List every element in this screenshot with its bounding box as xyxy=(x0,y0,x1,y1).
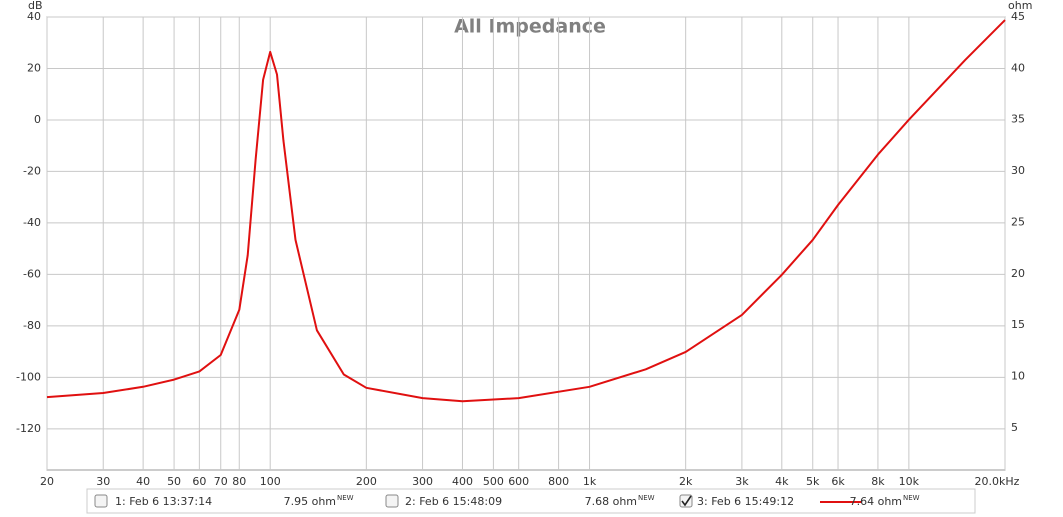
checkmark xyxy=(681,495,692,507)
chart-title: All Impedance xyxy=(454,16,606,38)
y-tick-label: 40 xyxy=(27,10,41,23)
legend-badge: NEW xyxy=(903,494,920,502)
x-tick-label: 100 xyxy=(260,475,281,488)
y-tick-label: -80 xyxy=(23,319,41,332)
x-tick-label: 1k xyxy=(583,475,597,488)
x-tick-label: 50 xyxy=(167,475,181,488)
legend-checkbox[interactable] xyxy=(94,494,108,508)
x-tick-label: 300 xyxy=(412,475,433,488)
x-tick-label: 6k xyxy=(831,475,845,488)
x-tick-label: 20.0kHz xyxy=(975,475,1020,488)
x-tick-label: 2k xyxy=(679,475,693,488)
legend-badge: NEW xyxy=(638,494,655,502)
y-tick-label: -40 xyxy=(23,216,41,229)
legend-checkbox[interactable] xyxy=(385,494,399,508)
x-tick-label: 500 xyxy=(483,475,504,488)
y-tick-label: -60 xyxy=(23,267,41,280)
legend-reading: 7.64 ohm xyxy=(850,495,902,508)
legend-reading: 7.95 ohm xyxy=(284,495,336,508)
x-tick-label: 20 xyxy=(40,475,54,488)
x-tick-label: 800 xyxy=(548,475,569,488)
x-tick-label: 70 xyxy=(214,475,228,488)
x-tick-label: 40 xyxy=(136,475,150,488)
y-tick-label: 20 xyxy=(27,61,41,74)
y2-tick-label: 25 xyxy=(1011,215,1025,228)
legend-entry[interactable]: 3: Feb 6 15:49:12 7.64 ohm NEW xyxy=(679,494,920,508)
x-tick-label: 80 xyxy=(232,475,246,488)
y2-tick-label: 45 xyxy=(1011,10,1025,23)
y-tick-label: -120 xyxy=(16,422,41,435)
y-tick-label: -20 xyxy=(23,164,41,177)
y-tick-label: 0 xyxy=(34,113,41,126)
x-tick-label: 10k xyxy=(899,475,920,488)
x-tick-label: 400 xyxy=(452,475,473,488)
y2-tick-label: 30 xyxy=(1011,164,1025,177)
impedance-line xyxy=(46,19,1006,403)
y2-tick-label: 5 xyxy=(1011,421,1018,434)
legend-label: 3: Feb 6 15:49:12 xyxy=(697,495,794,508)
x-tick-label: 200 xyxy=(356,475,377,488)
y2-tick-label: 40 xyxy=(1011,61,1025,74)
legend-reading: 7.68 ohm xyxy=(585,495,637,508)
legend-label: 2: Feb 6 15:48:09 xyxy=(405,495,502,508)
y2-tick-label: 10 xyxy=(1011,370,1025,383)
x-tick-label: 30 xyxy=(96,475,110,488)
x-tick-label: 3k xyxy=(735,475,749,488)
x-tick-label: 8k xyxy=(871,475,885,488)
y-unit: dB xyxy=(28,0,43,12)
x-tick-label: 5k xyxy=(806,475,820,488)
y2-tick-label: 15 xyxy=(1011,318,1025,331)
y2-tick-label: 35 xyxy=(1011,113,1025,126)
legend-badge: NEW xyxy=(337,494,354,502)
legend-entry[interactable]: 2: Feb 6 15:48:09 7.68 ohm NEW xyxy=(385,494,655,508)
plot-area xyxy=(46,16,1006,471)
x-tick-label: 600 xyxy=(508,475,529,488)
y-tick-label: -100 xyxy=(16,370,41,383)
legend-label: 1: Feb 6 13:37:14 xyxy=(115,495,212,508)
legend-entry[interactable]: 1: Feb 6 13:37:14 7.95 ohm NEW xyxy=(94,494,354,508)
y2-tick-label: 20 xyxy=(1011,267,1025,280)
y2-unit: ohm xyxy=(1008,0,1032,12)
x-tick-label: 4k xyxy=(775,475,789,488)
x-tick-label: 60 xyxy=(192,475,206,488)
